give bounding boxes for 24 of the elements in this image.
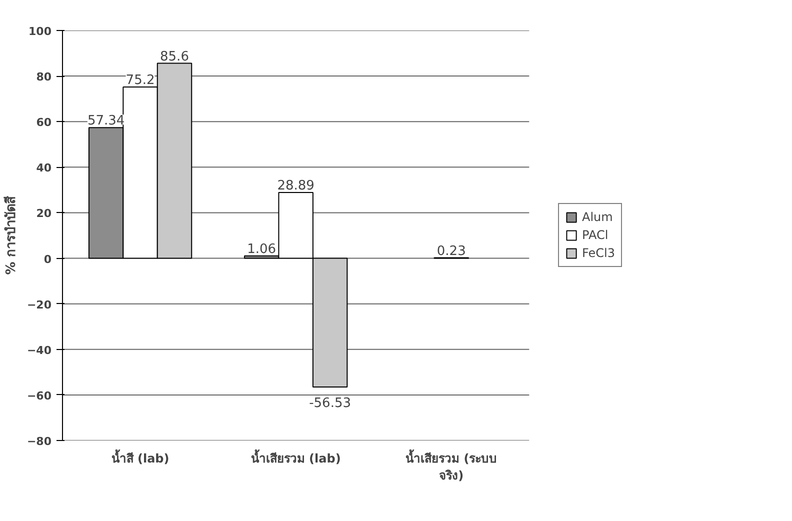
y-tick-label: 80 [36,70,52,84]
legend-label: PACl [582,228,608,242]
y-tick-label: 40 [36,162,52,175]
y-axis-title: % การบำบัดสี [2,196,19,275]
y-tick-label: 100 [28,25,52,38]
y-tick-label: −20 [26,298,52,312]
legend-label: Alum [582,210,613,224]
y-tick-label: 20 [36,207,52,220]
data-label: 57.34 [87,114,125,129]
legend-label: FeCl3 [582,246,615,260]
y-tick-label: −40 [26,344,52,357]
x-tick-label: น้ำสี (lab) [111,448,170,466]
data-label: 75.2 [126,72,155,88]
data-label: 0.23 [436,244,466,259]
y-tick-label: 60 [36,116,52,130]
data-label: 1.06 [247,242,276,257]
data-label: -56.53 [309,396,352,412]
x-tick-label: น้ำเสียรวม (ระบบ จริง) [406,448,498,482]
data-label: 85.6 [160,49,189,64]
data-label: 28.89 [277,178,314,194]
x-tick-label: น้ำเสียรวม (lab) [250,448,341,466]
y-tick-label: 0 [44,252,52,266]
y-tick-label: −60 [26,389,52,402]
y-tick-label: −80 [26,435,52,448]
